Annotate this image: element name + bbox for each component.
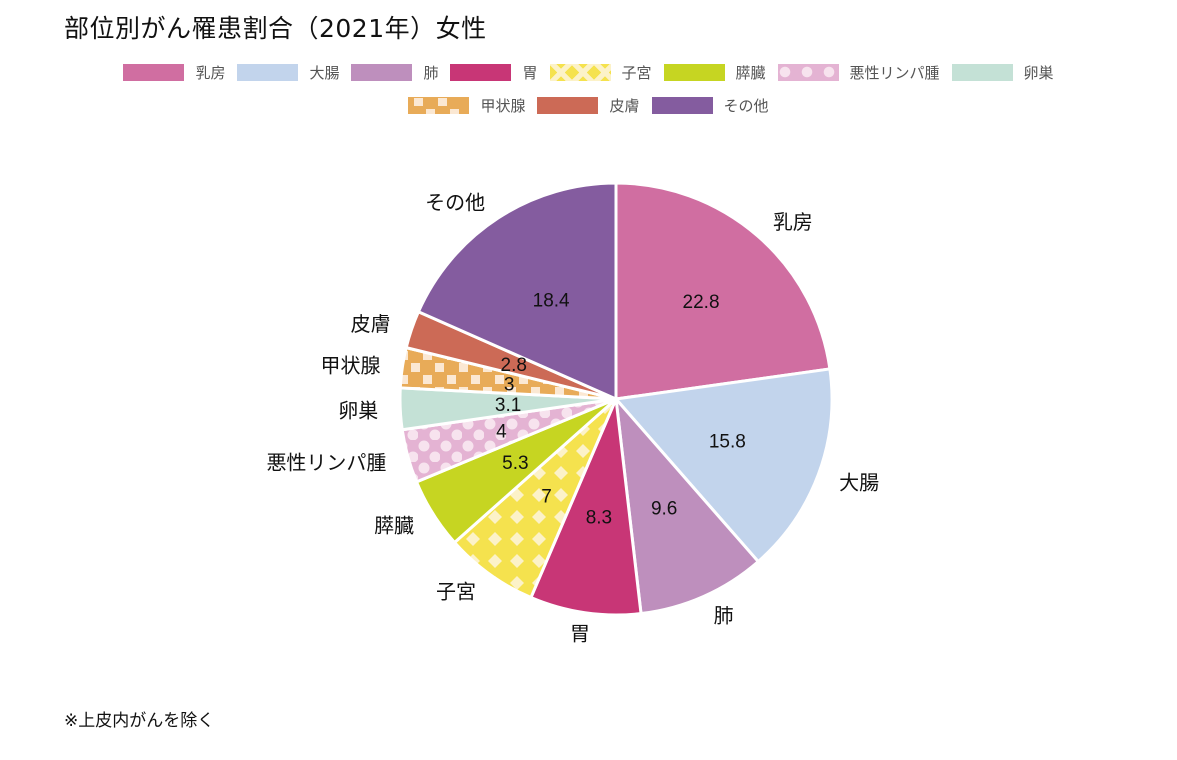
legend-item[interactable]: 卵巣 — [951, 62, 1054, 83]
slice-category-label: 乳房 — [773, 210, 813, 234]
legend-swatch-icon — [237, 64, 299, 81]
legend-swatch-icon — [777, 64, 839, 81]
legend-item[interactable]: 胃 — [450, 62, 538, 83]
legend-item[interactable]: 悪性リンパ腫 — [777, 62, 940, 83]
legend-row-1: 乳房 大腸 肺 胃 子宮 膵臓 悪性リンパ腫 卵巣 — [0, 62, 1177, 83]
legend-label: 乳房 — [195, 64, 226, 82]
legend-label: 卵巣 — [1023, 64, 1054, 82]
legend-label: 甲状腺 — [480, 97, 526, 115]
legend-label: 大腸 — [309, 64, 340, 82]
legend-swatch-icon — [537, 97, 599, 114]
legend-swatch-icon — [549, 64, 611, 81]
slice-category-label: 皮膚 — [351, 312, 391, 336]
slice-category-label: 胃 — [570, 622, 590, 646]
slice-category-label: 膵臓 — [374, 513, 414, 537]
slice-value-label: 5.3 — [502, 453, 528, 474]
slice-value-label: 7 — [541, 486, 552, 507]
legend-item[interactable]: 膵臓 — [663, 62, 766, 83]
value-labels: 22.8 15.8 9.6 8.3 7 5.3 4 3.132.8 18.4 — [495, 290, 746, 528]
legend-label: 悪性リンパ腫 — [849, 64, 940, 82]
slice-value-label: 15.8 — [709, 431, 746, 452]
slice-category-label: 肺 — [714, 604, 734, 628]
legend-swatch-icon — [123, 64, 185, 81]
legend-swatch-icon — [351, 64, 413, 81]
legend-row-2: 甲状腺 皮膚 その他 — [0, 95, 1177, 116]
pie-slices — [398, 181, 834, 617]
legend-swatch-icon — [651, 97, 713, 114]
legend-label: その他 — [723, 97, 769, 115]
legend-label: 肺 — [423, 64, 439, 82]
slice-value-label: 2.8 — [501, 355, 527, 376]
legend-swatch-icon — [450, 64, 512, 81]
slice-value-label: 18.4 — [533, 290, 570, 311]
legend-label: 膵臓 — [735, 64, 766, 82]
pie-slice[interactable] — [528, 393, 643, 617]
slice-category-label: 悪性リンパ腫 — [266, 451, 386, 475]
legend-item[interactable]: 皮膚 — [537, 95, 640, 116]
legend-item[interactable]: その他 — [651, 95, 769, 116]
legend-label: 皮膚 — [609, 97, 640, 115]
chart-title: 部位別がん罹患割合（2021年）女性 — [64, 14, 487, 43]
slice-value-label: 4 — [496, 421, 507, 442]
pie-slice[interactable] — [613, 394, 761, 616]
slice-value-label: 3 — [504, 374, 515, 395]
pie-slice[interactable] — [614, 181, 832, 401]
slice-value-label: 8.3 — [586, 508, 612, 529]
slice-category-label: 卵巣 — [338, 399, 378, 423]
legend-swatch-icon — [408, 97, 470, 114]
slice-category-label: その他 — [425, 190, 485, 214]
legend-swatch-icon — [951, 64, 1013, 81]
legend-item[interactable]: 甲状腺 — [408, 95, 525, 116]
legend-item[interactable]: 子宮 — [549, 62, 652, 83]
slice-category-label: 大腸 — [839, 470, 879, 494]
slice-category-label: 子宮 — [436, 579, 476, 603]
slice-value-label: 9.6 — [651, 499, 677, 520]
legend-label: 胃 — [522, 64, 538, 82]
slice-value-label: 22.8 — [683, 292, 720, 313]
pie-slice[interactable] — [613, 367, 834, 564]
slice-category-label: 甲状腺 — [321, 354, 381, 378]
footnote: ※上皮内がんを除く — [64, 711, 215, 731]
legend-item[interactable]: 肺 — [351, 62, 438, 83]
slice-value-label: 3.1 — [495, 395, 521, 416]
legend-label: 子宮 — [621, 64, 652, 82]
legend-item[interactable]: 乳房 — [123, 62, 225, 83]
pie-slice[interactable] — [416, 181, 618, 402]
legend-swatch-icon — [663, 64, 725, 81]
legend-item[interactable]: 大腸 — [237, 62, 339, 83]
